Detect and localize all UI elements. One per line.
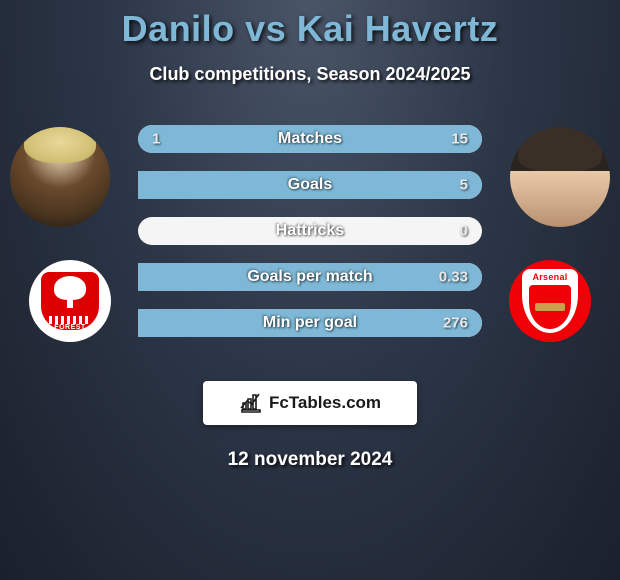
subtitle: Club competitions, Season 2024/2025 (0, 64, 620, 85)
stat-value-right: 0 (460, 223, 468, 240)
stat-label: Matches (278, 130, 342, 148)
stat-row: Goals 5 (138, 171, 482, 199)
forest-crest-icon: FOREST (41, 272, 99, 330)
chart-icon (239, 391, 263, 415)
page-title: Danilo vs Kai Havertz (0, 8, 620, 50)
stat-label: Goals per match (247, 268, 372, 286)
date-label: 12 november 2024 (0, 449, 620, 471)
stat-value-left: 1 (152, 131, 160, 148)
stat-label: Goals (288, 176, 332, 194)
brand-text: FcTables.com (269, 393, 381, 413)
stat-row: Min per goal 276 (138, 309, 482, 337)
stat-row: Hattricks 0 (138, 217, 482, 245)
club-right-badge: Arsenal (509, 260, 591, 342)
player-right-avatar (510, 127, 610, 227)
avatar-hair-icon (24, 127, 96, 163)
stat-value-right: 276 (443, 315, 468, 332)
club-left-badge: FOREST (29, 260, 111, 342)
club-left-label: FOREST (41, 324, 99, 331)
stat-row: 1 Matches 15 (138, 125, 482, 153)
stat-label: Min per goal (263, 314, 357, 332)
stat-rows: 1 Matches 15 Goals 5 Hattricks 0 Goals per matc… (138, 125, 482, 355)
stat-value-right: 15 (451, 131, 468, 148)
comparison-card: Danilo vs Kai Havertz Club competitions,… (0, 0, 620, 580)
stat-value-right: 5 (460, 177, 468, 194)
stat-value-right: 0.33 (439, 269, 468, 286)
player-left-avatar (10, 127, 110, 227)
club-right-label: Arsenal (522, 269, 578, 282)
stats-area: FOREST Arsenal 1 Matches 15 Goals 5 Hattricks… (0, 115, 620, 375)
stat-label: Hattricks (276, 222, 344, 240)
avatar-hair-icon (518, 127, 602, 171)
brand-badge[interactable]: FcTables.com (203, 381, 417, 425)
stat-row: Goals per match 0.33 (138, 263, 482, 291)
arsenal-crest-icon: Arsenal (522, 269, 578, 333)
